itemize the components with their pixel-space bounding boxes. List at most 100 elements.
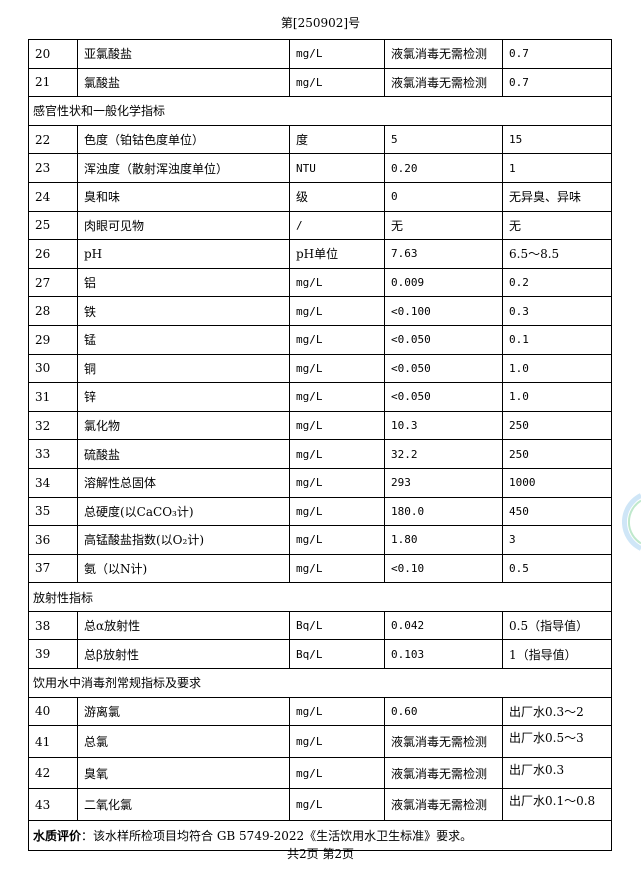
item-number: 40	[28, 696, 78, 727]
item-name: 总α放射性	[77, 610, 290, 641]
item-unit: pH单位	[289, 239, 385, 269]
table-row: 28 铁 mg/L <0.100 0.3	[28, 296, 612, 326]
item-number: 33	[28, 439, 78, 469]
item-limit: 1000	[502, 467, 612, 498]
item-unit: 度	[289, 124, 385, 155]
item-name: pH	[77, 239, 290, 269]
item-name: 肉眼可见物	[77, 210, 290, 241]
evaluation-text: ：该水样所检项目均符合 GB 5749-2022《生活饮用水卫生标准》要求。	[81, 829, 473, 844]
item-result: 293	[384, 467, 503, 498]
item-name: 铜	[77, 353, 290, 384]
item-result: 0.009	[384, 267, 503, 298]
item-result: 液氯消毒无需检测	[384, 67, 503, 98]
item-number: 29	[28, 324, 78, 355]
evaluation-row: 水质评价：该水样所检项目均符合 GB 5749-2022《生活饮用水卫生标准》要…	[28, 820, 612, 852]
table-row: 32 氯化物 mg/L 10.3 250	[28, 410, 612, 441]
item-unit: /	[289, 210, 385, 241]
item-limit: 450	[502, 496, 612, 527]
item-name: 溶解性总固体	[77, 467, 290, 498]
table-row: 40 游离氯 mg/L 0.60 出厂水0.3～2	[28, 696, 612, 727]
item-name: 总硬度(以CaCO₃计)	[77, 496, 290, 527]
item-limit: 1.0	[502, 353, 612, 384]
table-row: 22 色度（铂钴色度单位）度 5 15	[28, 124, 612, 155]
item-number: 43	[28, 788, 78, 822]
item-number: 22	[28, 124, 78, 155]
item-result: 32.2	[384, 439, 503, 469]
item-limit: 1	[502, 153, 612, 183]
item-name: 浑浊度（散射浑浊度单位）	[77, 153, 290, 183]
item-limit: 250	[502, 439, 612, 469]
item-number: 24	[28, 181, 78, 212]
table-row: 35 总硬度(以CaCO₃计) mg/L 180.0 450	[28, 496, 612, 527]
table-row: 21 氯酸盐 mg/L 液氯消毒无需检测 0.7	[28, 67, 612, 98]
section-title: 饮用水中消毒剂常规指标及要求	[28, 668, 612, 698]
seal-watermark	[622, 493, 641, 551]
table-row: 38 总α放射性 Bq/L 0.042 0.5（指导值）	[28, 610, 612, 641]
item-name: 游离氯	[77, 696, 290, 727]
table-row: 20 亚氯酸盐 mg/L 液氯消毒无需检测 0.7	[28, 39, 612, 69]
item-unit: mg/L	[289, 788, 385, 822]
item-result: 0	[384, 181, 503, 212]
item-name: 色度（铂钴色度单位）	[77, 124, 290, 155]
table-row: 33 硫酸盐 mg/L 32.2 250	[28, 439, 612, 469]
item-name: 铝	[77, 267, 290, 298]
seal-outer-ring	[622, 493, 641, 551]
item-result: 0.60	[384, 696, 503, 727]
section-title: 感官性状和一般化学指标	[28, 96, 612, 126]
item-limit: 1（指导值）	[502, 639, 612, 670]
item-limit: 出厂水0.1～0.8	[502, 788, 612, 822]
table-row: 24 臭和味级 0 无异臭、异味	[28, 181, 612, 212]
table-row: 36 高锰酸盐指数(以O₂计) mg/L 1.80 3	[28, 525, 612, 555]
seal-inner-ring	[628, 499, 641, 545]
item-unit: 级	[289, 181, 385, 212]
item-result: <0.100	[384, 296, 503, 326]
item-name: 总β放射性	[77, 639, 290, 670]
table-row: 23 浑浊度（散射浑浊度单位） NTU 0.20 1	[28, 153, 612, 183]
item-unit: mg/L	[289, 439, 385, 469]
item-result: 7.63	[384, 239, 503, 269]
item-limit: 0.2	[502, 267, 612, 298]
table-row: 31 锌 mg/L <0.050 1.0	[28, 382, 612, 412]
item-result: 5	[384, 124, 503, 155]
item-result: 0.20	[384, 153, 503, 183]
item-result: 无	[384, 210, 503, 241]
item-result: 1.80	[384, 525, 503, 555]
item-unit: mg/L	[289, 324, 385, 355]
item-limit: 0.7	[502, 67, 612, 98]
item-limit: 出厂水0.3	[502, 756, 612, 790]
item-unit: mg/L	[289, 467, 385, 498]
item-limit: 0.7	[502, 39, 612, 69]
item-unit: mg/L	[289, 756, 385, 790]
item-unit: mg/L	[289, 39, 385, 69]
item-number: 28	[28, 296, 78, 326]
item-number: 27	[28, 267, 78, 298]
item-result: <0.050	[384, 353, 503, 384]
table-row: 39 总β放射性 Bq/L 0.103 1（指导值）	[28, 639, 612, 670]
table-row: 25 肉眼可见物 / 无无	[28, 210, 612, 241]
section-header-row: 饮用水中消毒剂常规指标及要求	[28, 668, 612, 698]
item-limit: 0.3	[502, 296, 612, 326]
item-unit: Bq/L	[289, 610, 385, 641]
item-name: 氯酸盐	[77, 67, 290, 98]
item-name: 臭氧	[77, 756, 290, 790]
item-limit: 6.5～8.5	[502, 239, 612, 269]
item-number: 38	[28, 610, 78, 641]
item-limit: 15	[502, 124, 612, 155]
item-result: 液氯消毒无需检测	[384, 756, 503, 790]
item-number: 42	[28, 756, 78, 790]
item-name: 二氧化氯	[77, 788, 290, 822]
item-result: 0.042	[384, 610, 503, 641]
item-limit: 250	[502, 410, 612, 441]
item-unit: mg/L	[289, 696, 385, 727]
item-name: 亚氯酸盐	[77, 39, 290, 69]
section-header-row: 放射性指标	[28, 582, 612, 612]
item-limit: 无	[502, 210, 612, 241]
item-number: 32	[28, 410, 78, 441]
section-title: 放射性指标	[28, 582, 612, 612]
item-unit: mg/L	[289, 382, 385, 412]
item-number: 41	[28, 725, 78, 758]
item-number: 35	[28, 496, 78, 527]
item-name: 氨（以N计)	[77, 553, 290, 584]
item-unit: mg/L	[289, 296, 385, 326]
item-number: 26	[28, 239, 78, 269]
